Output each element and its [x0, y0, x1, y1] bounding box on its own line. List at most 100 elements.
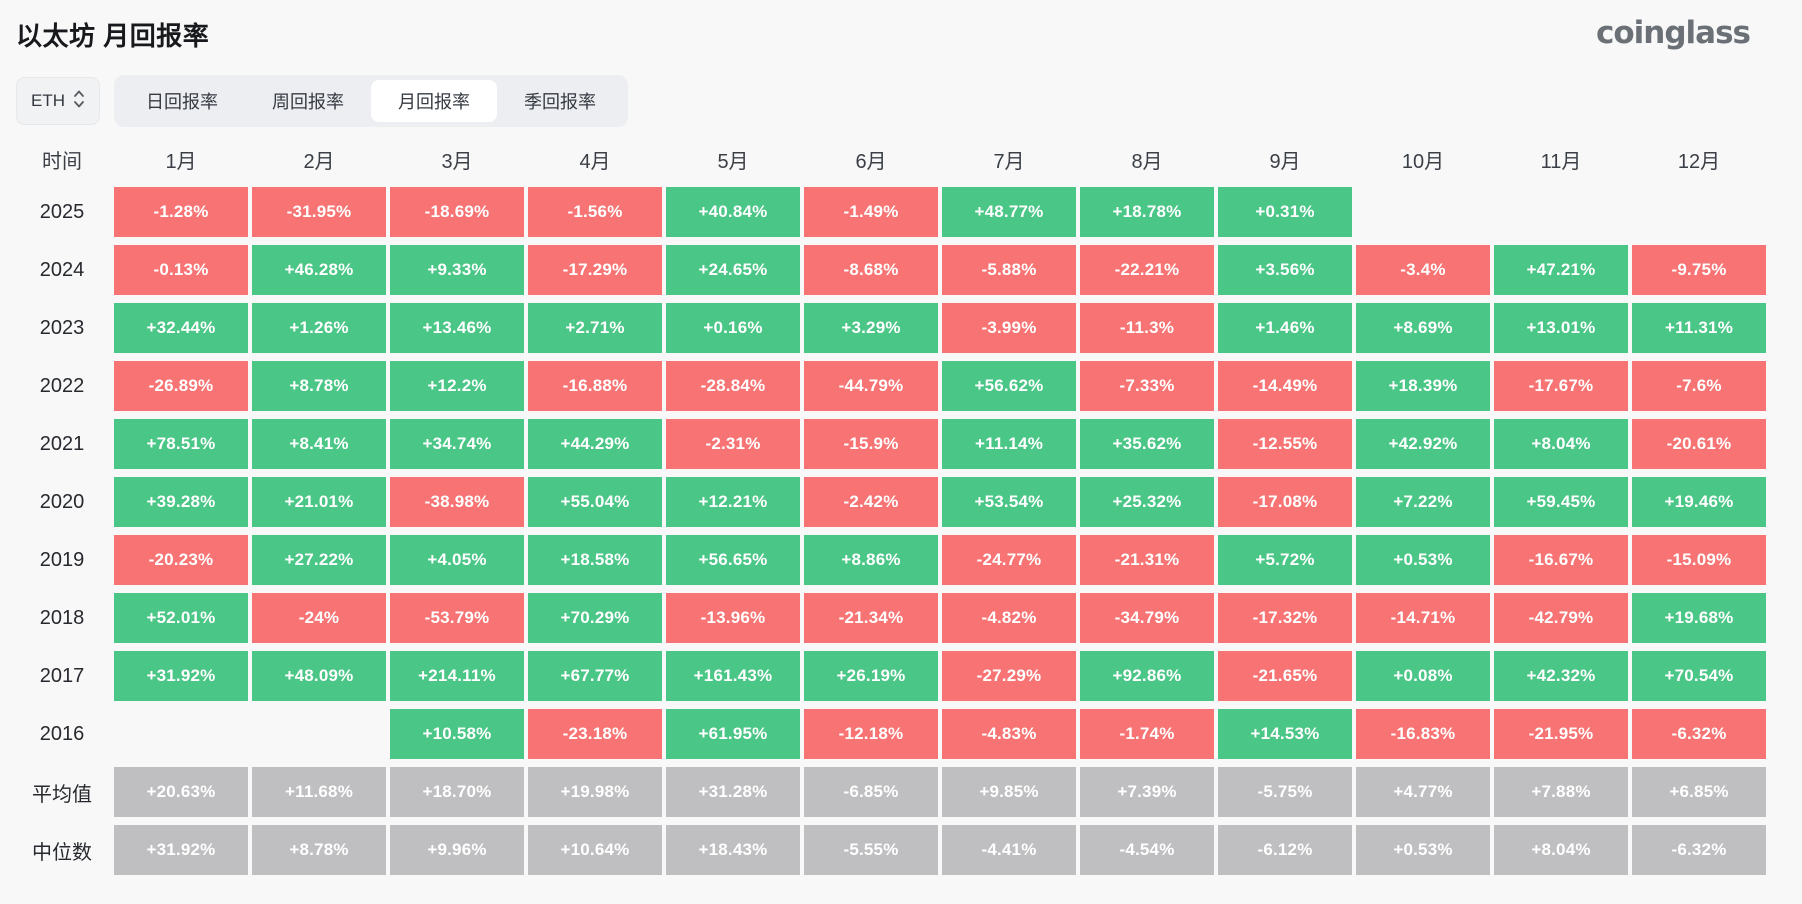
return-cell: +10.58% — [390, 709, 524, 759]
page-header: 以太坊 月回报率 coinglass — [0, 0, 1802, 53]
month-header: 6月 — [855, 150, 887, 173]
return-cell: -6.85% — [804, 767, 938, 817]
return-cell: -22.21% — [1080, 245, 1214, 295]
return-cell — [1632, 187, 1766, 237]
return-cell: +24.65% — [666, 245, 800, 295]
return-cell: -34.79% — [1080, 593, 1214, 643]
symbol-select[interactable]: ETH — [16, 77, 100, 125]
return-cell: +18.78% — [1080, 187, 1214, 237]
return-cell: +70.29% — [528, 593, 662, 643]
return-cell: -38.98% — [390, 477, 524, 527]
return-cell: +1.26% — [252, 303, 386, 353]
return-cell: -24.77% — [942, 535, 1076, 585]
return-cell — [1356, 187, 1490, 237]
row-label: 2020 — [39, 490, 85, 513]
return-cell: -4.83% — [942, 709, 1076, 759]
coinglass-logo: coinglass — [1595, 15, 1751, 51]
return-cell: -8.68% — [804, 245, 938, 295]
return-cell: +10.64% — [528, 825, 662, 875]
return-cell: -15.09% — [1632, 535, 1766, 585]
return-cell: -21.34% — [804, 593, 938, 643]
month-header: 7月 — [993, 150, 1025, 173]
return-cell: +32.44% — [114, 303, 248, 353]
return-cell: +67.77% — [528, 651, 662, 701]
return-cell: -21.65% — [1218, 651, 1352, 701]
return-cell: -17.67% — [1494, 361, 1628, 411]
return-cell: +25.32% — [1080, 477, 1214, 527]
return-cell: -0.13% — [114, 245, 248, 295]
return-cell: +13.46% — [390, 303, 524, 353]
return-cell: -1.74% — [1080, 709, 1214, 759]
return-cell: -20.61% — [1632, 419, 1766, 469]
return-cell: +11.14% — [942, 419, 1076, 469]
return-cell: -23.18% — [528, 709, 662, 759]
return-cell: +8.41% — [252, 419, 386, 469]
row-label: 2023 — [39, 316, 85, 339]
return-cell: -21.95% — [1494, 709, 1628, 759]
return-cell: +9.96% — [390, 825, 524, 875]
return-cell: +46.28% — [252, 245, 386, 295]
return-cell: -42.79% — [1494, 593, 1628, 643]
return-cell: -53.79% — [390, 593, 524, 643]
return-cell: -14.49% — [1218, 361, 1352, 411]
return-cell — [252, 709, 386, 759]
return-cell: +56.65% — [666, 535, 800, 585]
tab-weekly-return[interactable]: 周回报率 — [272, 92, 344, 112]
return-cell: -12.55% — [1218, 419, 1352, 469]
return-cell: +1.46% — [1218, 303, 1352, 353]
return-cell: +42.32% — [1494, 651, 1628, 701]
return-cell: +7.39% — [1080, 767, 1214, 817]
return-cell: -15.9% — [804, 419, 938, 469]
return-cell: -17.32% — [1218, 593, 1352, 643]
tab-daily-return[interactable]: 日回报率 — [146, 92, 218, 112]
return-cell: +214.11% — [390, 651, 524, 701]
return-cell: +18.43% — [666, 825, 800, 875]
return-cell: +3.56% — [1218, 245, 1352, 295]
row-label: 中位数 — [32, 841, 92, 864]
return-cell: +7.22% — [1356, 477, 1490, 527]
return-cell: +31.92% — [114, 825, 248, 875]
return-cell: +6.85% — [1632, 767, 1766, 817]
return-cell: -5.55% — [804, 825, 938, 875]
return-cell: -24% — [252, 593, 386, 643]
return-cell: -7.6% — [1632, 361, 1766, 411]
return-cell: -31.95% — [252, 187, 386, 237]
return-cell: +20.63% — [114, 767, 248, 817]
return-cell: -20.23% — [114, 535, 248, 585]
return-cell: +53.54% — [942, 477, 1076, 527]
returns-table: 时间 1月 2月 3月 4月 5月 6月 7月 8月 9月 10月 11月 12月 2025 -1.28% -… — [14, 139, 1802, 875]
return-cell: +44.29% — [528, 419, 662, 469]
return-cell: +52.01% — [114, 593, 248, 643]
return-cell: -11.3% — [1080, 303, 1214, 353]
symbol-select-value: ETH — [31, 91, 65, 110]
return-cell: -13.96% — [666, 593, 800, 643]
return-cell: +18.39% — [1356, 361, 1490, 411]
month-header: 9月 — [1269, 150, 1301, 173]
return-cell: +40.84% — [666, 187, 800, 237]
return-cell: +8.78% — [252, 825, 386, 875]
return-cell: -44.79% — [804, 361, 938, 411]
return-cell: +0.53% — [1356, 535, 1490, 585]
return-cell: +19.98% — [528, 767, 662, 817]
tab-monthly-return[interactable]: 月回报率 — [371, 80, 497, 122]
return-cell: +78.51% — [114, 419, 248, 469]
month-header: 10月 — [1401, 150, 1445, 173]
return-cell: +7.88% — [1494, 767, 1628, 817]
tab-quarterly-return[interactable]: 季回报率 — [524, 92, 596, 112]
month-header: 5月 — [717, 150, 749, 173]
return-cell: -2.42% — [804, 477, 938, 527]
return-cell: +39.28% — [114, 477, 248, 527]
return-cell: -1.28% — [114, 187, 248, 237]
return-cell: -4.54% — [1080, 825, 1214, 875]
return-cell: -12.18% — [804, 709, 938, 759]
return-cell — [1494, 187, 1628, 237]
return-cell: +48.09% — [252, 651, 386, 701]
return-cell: +18.70% — [390, 767, 524, 817]
return-cell: -1.56% — [528, 187, 662, 237]
return-cell: -6.12% — [1218, 825, 1352, 875]
month-header: 3月 — [441, 150, 473, 173]
month-header: 11月 — [1540, 150, 1582, 173]
return-cell: +8.86% — [804, 535, 938, 585]
return-cell: -17.08% — [1218, 477, 1352, 527]
return-cell: -5.75% — [1218, 767, 1352, 817]
